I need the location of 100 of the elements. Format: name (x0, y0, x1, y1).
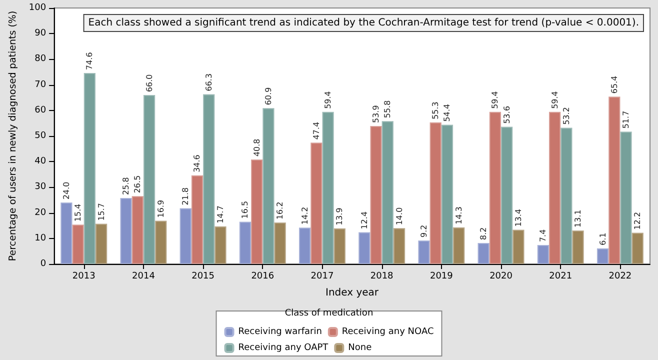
y-tick-label: 90 (34, 28, 46, 39)
data-label: 66.3 (204, 73, 214, 92)
bar (478, 243, 490, 264)
bar (143, 95, 156, 264)
y-tick-label: 40 (34, 156, 46, 167)
data-label: 14.0 (394, 207, 404, 226)
data-label: 14.2 (300, 206, 310, 225)
data-label: 12.2 (633, 212, 642, 230)
y-tick-label: 50 (34, 131, 46, 141)
data-label: 60.9 (264, 87, 273, 106)
data-label: 53.6 (502, 106, 512, 124)
bar (132, 196, 144, 264)
legend-title: Class of medication (284, 308, 374, 318)
x-tick-label: 2013 (72, 272, 96, 282)
data-label: 53.2 (562, 106, 571, 125)
data-label: 16.5 (240, 200, 250, 219)
bar (560, 128, 572, 264)
data-label: 47.4 (312, 122, 321, 140)
bar (370, 126, 382, 264)
bar (180, 208, 192, 264)
data-label: 74.6 (85, 52, 94, 70)
legend-label: None (348, 343, 372, 353)
bar (334, 228, 346, 264)
y-tick-label: 80 (34, 54, 46, 64)
bar (214, 226, 226, 264)
data-label: 53.9 (372, 105, 381, 124)
data-label: 55.3 (431, 102, 440, 120)
x-tick-label: 2017 (310, 272, 334, 282)
data-label: 13.1 (574, 210, 583, 228)
bar (512, 230, 524, 264)
x-tick-label: 2019 (430, 272, 454, 282)
data-label: 13.4 (514, 208, 523, 227)
data-label: 12.4 (360, 211, 369, 230)
data-label: 15.4 (74, 204, 83, 222)
bar (239, 222, 252, 264)
data-label: 65.4 (610, 76, 619, 94)
x-tick-label: 2022 (608, 272, 632, 282)
bar (322, 112, 334, 264)
x-tick-label: 2016 (251, 272, 274, 282)
data-label: 8.2 (479, 227, 488, 240)
data-label: 7.4 (538, 229, 548, 242)
bar (274, 222, 286, 264)
bar (310, 142, 322, 264)
bar (632, 232, 644, 264)
bar (393, 228, 406, 264)
bar (608, 96, 620, 264)
bar (430, 122, 442, 264)
data-label: 34.6 (192, 154, 202, 172)
data-label: 40.8 (252, 138, 262, 157)
bar (84, 73, 96, 264)
data-label: 21.8 (181, 187, 190, 206)
data-label: 14.3 (454, 206, 464, 224)
legend-label: Receiving any NOAC (342, 327, 434, 337)
y-tick-label: 10 (34, 233, 46, 244)
y-tick-label: 100 (28, 3, 46, 13)
data-label: 24.0 (62, 182, 71, 200)
bar (358, 232, 370, 264)
x-tick-label: 2021 (549, 272, 572, 282)
x-tick-label: 2018 (370, 272, 394, 282)
bar (453, 227, 465, 264)
x-tick-label: 2015 (192, 272, 215, 282)
x-tick-label: 2020 (490, 272, 513, 282)
bar (537, 245, 549, 264)
annotation: Each class showed a significant trend as indicated by the Cochran-Armitage test for trend (p-value < 0.0001). (88, 18, 639, 28)
bar (60, 202, 72, 264)
bar (489, 112, 502, 264)
data-label: 15.7 (96, 202, 106, 221)
legend-label: Receiving any OAPT (238, 343, 329, 353)
bar (262, 108, 274, 264)
x-tick-label: 2014 (132, 272, 156, 282)
bar (441, 124, 454, 264)
bar (620, 132, 632, 264)
data-label: 55.8 (383, 100, 392, 118)
data-label: 14.7 (216, 206, 225, 224)
data-label: 51.7 (622, 110, 631, 129)
data-label: 26.5 (133, 175, 142, 194)
bar (95, 224, 108, 264)
data-label: 66.0 (144, 74, 154, 92)
bar (251, 160, 263, 264)
data-label: 13.9 (335, 208, 344, 226)
y-axis-title: Percentage of users in newly diagnosed patients (%) (8, 10, 18, 262)
bar (596, 248, 609, 264)
data-label: 59.4 (490, 91, 500, 109)
bar (203, 94, 215, 264)
y-tick-label: 30 (34, 182, 46, 192)
x-axis-title: Index year (326, 288, 380, 298)
bar (548, 112, 561, 264)
bar (572, 230, 584, 264)
bar (191, 175, 204, 264)
y-tick-label: 0 (40, 259, 46, 269)
bar (382, 121, 394, 264)
bar (418, 240, 430, 264)
data-label: 59.4 (324, 91, 333, 109)
y-tick-label: 70 (34, 80, 46, 90)
legend-label: Receiving warfarin (238, 327, 322, 337)
bar (155, 220, 167, 264)
data-label: 59.4 (550, 91, 560, 109)
data-label: 54.4 (442, 104, 452, 122)
y-tick-label: 60 (34, 105, 46, 116)
data-label: 25.8 (122, 177, 131, 195)
